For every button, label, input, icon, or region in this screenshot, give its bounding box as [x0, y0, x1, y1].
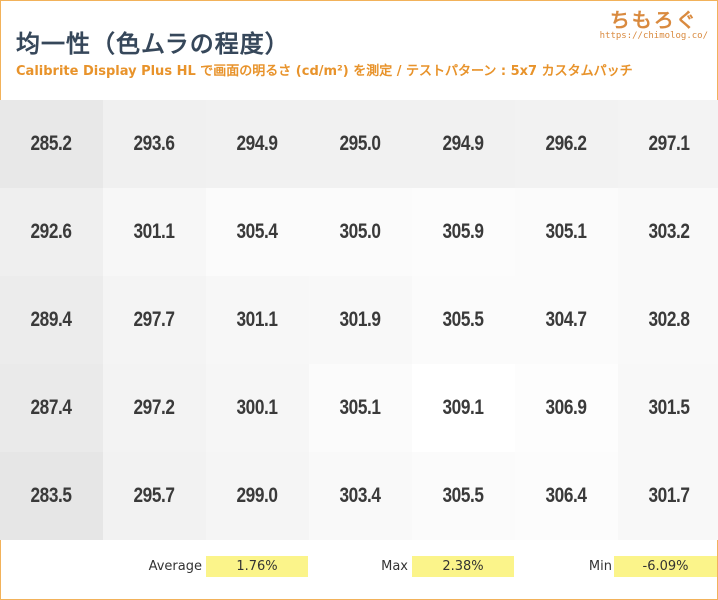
heatmap-cell: 285.2 — [0, 100, 103, 188]
heatmap-cell-value: 305.1 — [339, 396, 382, 419]
heatmap-cell-value: 285.2 — [30, 132, 73, 155]
max-value: 2.38% — [412, 556, 514, 577]
heatmap-cell: 305.5 — [412, 276, 515, 364]
heatmap-cell-value: 306.9 — [545, 396, 588, 419]
heatmap-cell: 303.2 — [618, 188, 718, 276]
heatmap-cell: 306.4 — [515, 452, 618, 540]
heatmap-cell: 305.1 — [515, 188, 618, 276]
heatmap-cell: 306.9 — [515, 364, 618, 452]
heatmap-cell-value: 305.4 — [236, 220, 279, 243]
heatmap-cell: 287.4 — [0, 364, 103, 452]
heatmap-cell-value: 293.6 — [133, 132, 176, 155]
heatmap-cell: 300.1 — [206, 364, 309, 452]
average-value: 1.76% — [206, 556, 308, 577]
heatmap-cell-value: 301.5 — [648, 396, 691, 419]
heatmap-cell-value: 305.5 — [442, 484, 485, 507]
heatmap-cell: 305.9 — [412, 188, 515, 276]
heatmap-cell: 305.5 — [412, 452, 515, 540]
heatmap-cell: 294.9 — [412, 100, 515, 188]
page-subtitle: Calibrite Display Plus HL で画面の明るさ (cd/m²… — [16, 64, 633, 79]
heatmap-cell: 309.1 — [412, 364, 515, 452]
heatmap-cell-value: 283.5 — [30, 484, 73, 507]
heatmap-cell-value: 299.0 — [236, 484, 279, 507]
heatmap-cell-value: 300.1 — [236, 396, 279, 419]
heatmap-cell: 296.2 — [515, 100, 618, 188]
heatmap-cell: 301.1 — [206, 276, 309, 364]
heatmap-cell-value: 306.4 — [545, 484, 588, 507]
heatmap-cell-value: 305.1 — [545, 220, 588, 243]
heatmap-cell-value: 287.4 — [30, 396, 73, 419]
heatmap-cell-value: 303.4 — [339, 484, 382, 507]
heatmap-cell-value: 301.1 — [236, 308, 279, 331]
heatmap-cell-value: 303.2 — [648, 220, 691, 243]
min-label: Min — [588, 559, 612, 574]
heatmap-cell-value: 295.7 — [133, 484, 176, 507]
heatmap-cell-value: 294.9 — [236, 132, 279, 155]
heatmap-cell-value: 305.0 — [339, 220, 382, 243]
heatmap-cell-value: 296.2 — [545, 132, 588, 155]
heatmap-cell: 283.5 — [0, 452, 103, 540]
heatmap-cell-value: 309.1 — [442, 396, 485, 419]
heatmap-cell-value: 301.1 — [133, 220, 176, 243]
heatmap-cell: 301.1 — [103, 188, 206, 276]
max-label: Max — [381, 559, 408, 574]
heatmap-cell: 293.6 — [103, 100, 206, 188]
heatmap-cell-value: 297.1 — [648, 132, 691, 155]
heatmap-cell: 305.0 — [309, 188, 412, 276]
heatmap-cell: 295.7 — [103, 452, 206, 540]
heatmap-cell-value: 297.7 — [133, 308, 176, 331]
heatmap-cell: 301.9 — [309, 276, 412, 364]
average-label: Average — [148, 559, 202, 574]
heatmap-cell-value: 292.6 — [30, 220, 73, 243]
brand-logo: ちもろぐ https://chimolog.co/ — [600, 4, 708, 41]
heatmap-cell: 302.8 — [618, 276, 718, 364]
heatmap-cell: 305.4 — [206, 188, 309, 276]
heatmap-cell-value: 294.9 — [442, 132, 485, 155]
heatmap-cell: 294.9 — [206, 100, 309, 188]
heatmap-cell-value: 295.0 — [339, 132, 382, 155]
heatmap-cell: 299.0 — [206, 452, 309, 540]
heatmap-cell-value: 304.7 — [545, 308, 588, 331]
heatmap-cell-value: 289.4 — [30, 308, 73, 331]
heatmap-cell: 297.1 — [618, 100, 718, 188]
page-title: 均一性（色ムラの程度） — [16, 30, 290, 58]
heatmap-cell: 297.2 — [103, 364, 206, 452]
brand-name: ちもろぐ — [609, 8, 698, 32]
heatmap-cell-value: 301.9 — [339, 308, 382, 331]
heatmap-cell-value: 297.2 — [133, 396, 176, 419]
heatmap-cell: 301.5 — [618, 364, 718, 452]
heatmap-cell-value: 301.7 — [648, 484, 691, 507]
heatmap-cell: 305.1 — [309, 364, 412, 452]
stats-row: Average 1.76% Max 2.38% Min -6.09% — [0, 556, 718, 578]
heatmap-cell: 295.0 — [309, 100, 412, 188]
brand-url: https://chimolog.co/ — [599, 31, 708, 41]
heatmap-cell: 304.7 — [515, 276, 618, 364]
heatmap-cell: 297.7 — [103, 276, 206, 364]
heatmap-cell-value: 305.5 — [442, 308, 485, 331]
heatmap-cell: 303.4 — [309, 452, 412, 540]
heatmap-cell: 289.4 — [0, 276, 103, 364]
heatmap-cell: 292.6 — [0, 188, 103, 276]
min-value: -6.09% — [614, 556, 717, 577]
heatmap-cell-value: 305.9 — [442, 220, 485, 243]
heatmap-cell: 301.7 — [618, 452, 718, 540]
heatmap-cell-value: 302.8 — [648, 308, 691, 331]
